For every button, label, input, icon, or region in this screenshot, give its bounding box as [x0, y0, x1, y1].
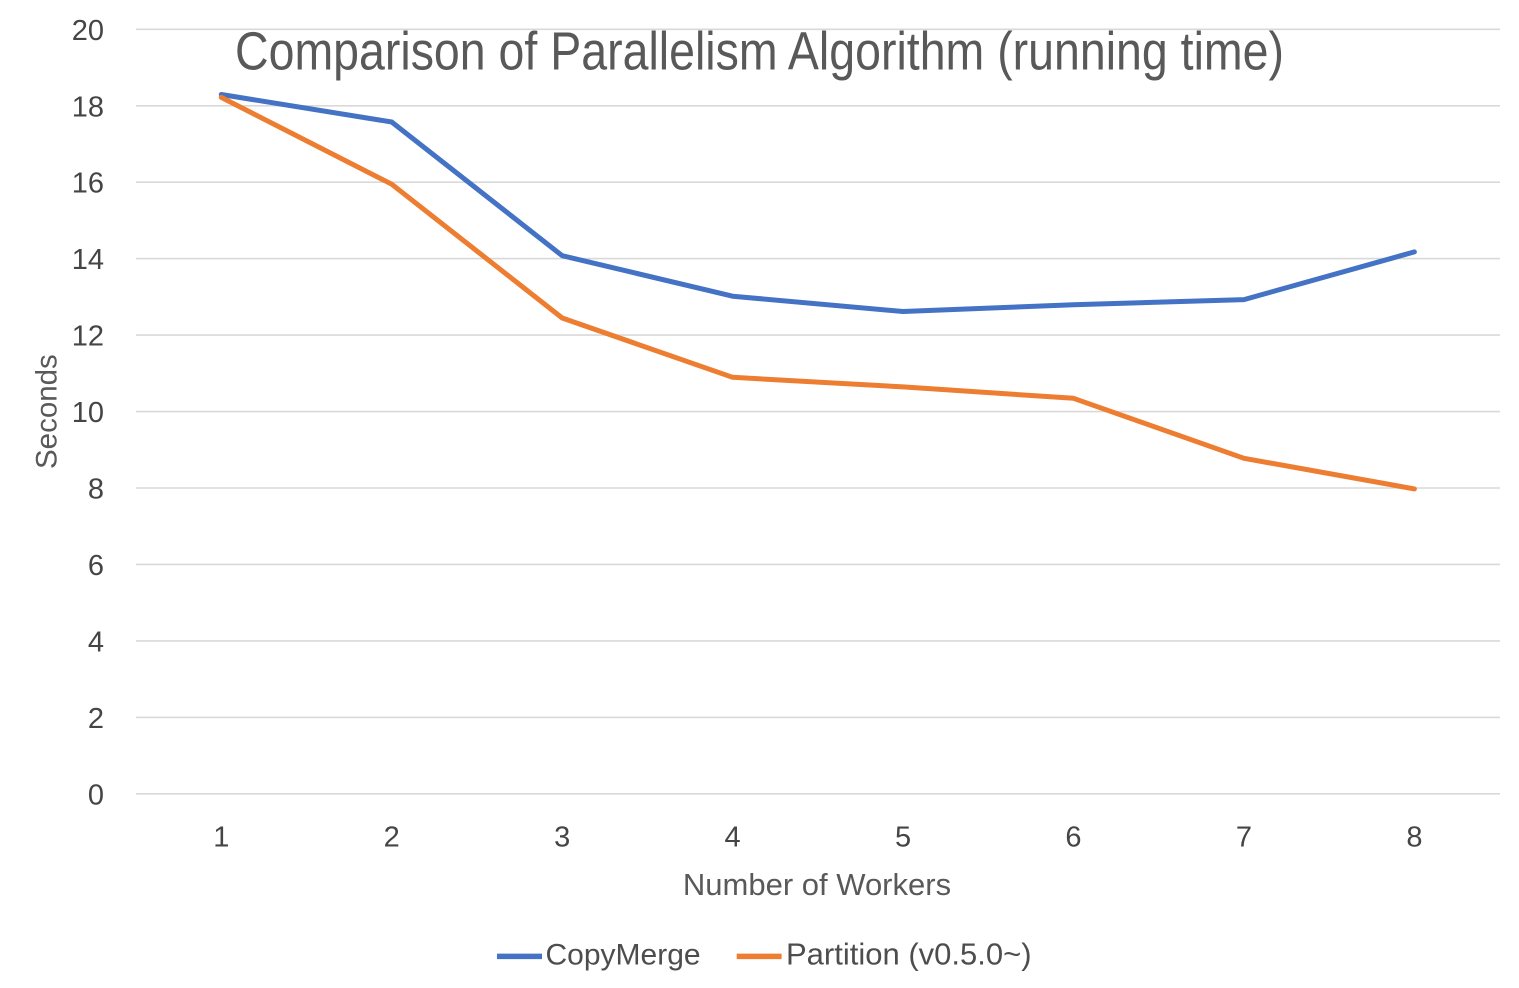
svg-text:6: 6 — [1065, 822, 1081, 854]
svg-text:6: 6 — [88, 550, 104, 582]
svg-text:Comparison of Parallelism Algo: Comparison of Parallelism Algorithm (run… — [235, 20, 1284, 81]
svg-text:18: 18 — [72, 91, 104, 123]
svg-text:0: 0 — [88, 779, 104, 811]
svg-text:CopyMerge: CopyMerge — [546, 939, 701, 972]
svg-text:20: 20 — [72, 15, 104, 47]
svg-text:Partition (v0.5.0~): Partition (v0.5.0~) — [786, 937, 1032, 972]
svg-text:2: 2 — [88, 703, 104, 735]
svg-text:8: 8 — [88, 474, 104, 506]
svg-text:4: 4 — [725, 822, 741, 854]
svg-text:16: 16 — [72, 168, 104, 200]
svg-text:10: 10 — [72, 397, 104, 429]
svg-text:14: 14 — [72, 244, 104, 276]
svg-text:12: 12 — [72, 321, 104, 353]
svg-text:Seconds: Seconds — [31, 354, 64, 469]
svg-text:2: 2 — [384, 822, 400, 854]
svg-text:5: 5 — [895, 822, 911, 854]
svg-text:4: 4 — [88, 626, 104, 658]
svg-text:1: 1 — [213, 822, 229, 854]
svg-text:8: 8 — [1406, 822, 1422, 854]
svg-text:7: 7 — [1236, 822, 1252, 854]
svg-text:3: 3 — [554, 822, 570, 854]
svg-text:Number of Workers: Number of Workers — [683, 867, 951, 902]
